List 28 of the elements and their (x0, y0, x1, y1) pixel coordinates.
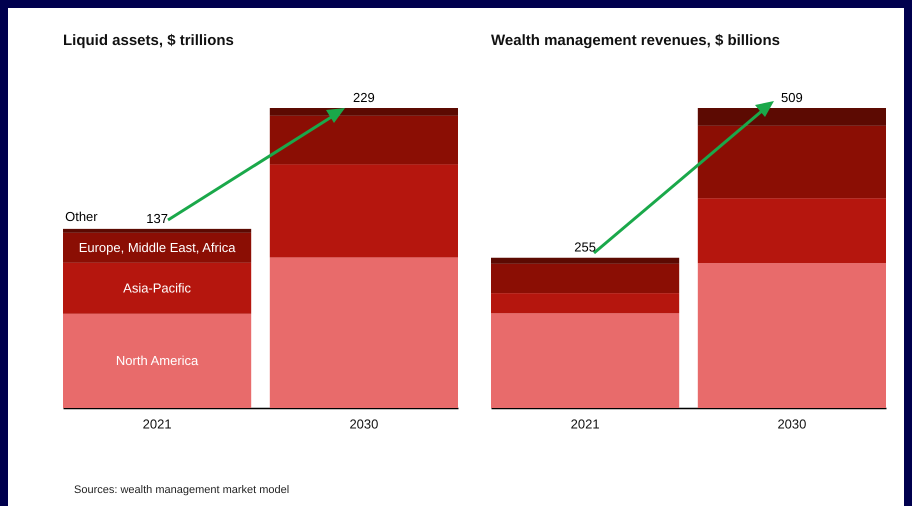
x-tick-label: 2021 (570, 416, 600, 432)
bar (63, 314, 252, 408)
bar (491, 313, 680, 408)
series-label: Other (65, 208, 98, 224)
annotation: 509 (781, 90, 803, 105)
bar (270, 164, 458, 258)
annotation: 255 (574, 240, 596, 255)
bar (63, 262, 252, 314)
bar (270, 257, 458, 408)
source-note: Sources: wealth management market model (74, 484, 290, 496)
series-label: North America (116, 352, 200, 368)
chart-title: Liquid assets, $ trillions (63, 32, 234, 49)
x-tick-label: 2021 (142, 416, 172, 432)
bar (491, 258, 680, 264)
bar (698, 126, 886, 198)
bar (491, 293, 680, 314)
bar (698, 198, 886, 264)
x-tick-label: 2030 (777, 416, 806, 432)
annotation: 229 (353, 90, 375, 105)
bar (491, 264, 680, 294)
series-label: Asia-Pacific (123, 280, 192, 296)
bar (698, 263, 886, 408)
bar (63, 228, 252, 233)
x-tick-label: 2030 (349, 416, 378, 432)
bar (270, 116, 458, 164)
chart-title: Wealth management revenues, $ billions (491, 32, 780, 49)
series-label: Europe, Middle East, Africa (78, 240, 236, 255)
annotation: 137 (146, 210, 168, 226)
